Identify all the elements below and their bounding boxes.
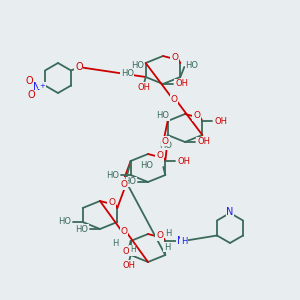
Text: HO: HO: [156, 112, 169, 121]
Text: OH: OH: [177, 157, 190, 166]
Text: OH: OH: [137, 82, 150, 91]
Text: H: H: [164, 242, 170, 251]
Text: O: O: [121, 227, 128, 236]
Text: O: O: [193, 111, 200, 120]
Text: O: O: [156, 151, 163, 160]
Text: O: O: [121, 180, 128, 189]
Text: HO: HO: [58, 218, 71, 226]
Text: N: N: [33, 82, 41, 92]
Text: O: O: [156, 231, 163, 240]
Text: N: N: [226, 207, 234, 217]
Text: O: O: [27, 91, 35, 100]
Text: H: H: [130, 245, 136, 254]
Text: O: O: [162, 136, 169, 146]
Text: H: H: [181, 236, 188, 245]
Text: N: N: [177, 236, 184, 246]
Text: HO: HO: [106, 170, 119, 179]
Text: HO: HO: [75, 224, 88, 233]
Text: OH: OH: [214, 116, 227, 125]
Text: HO: HO: [140, 160, 153, 169]
Text: OH: OH: [122, 247, 135, 256]
Text: HO: HO: [123, 178, 136, 187]
Text: +: +: [39, 82, 45, 88]
Text: O: O: [108, 198, 115, 207]
Text: O: O: [75, 62, 83, 73]
Text: H: H: [165, 229, 172, 238]
Text: O: O: [170, 94, 178, 103]
Text: O: O: [25, 76, 33, 86]
Text: OH: OH: [175, 80, 188, 88]
Text: HO: HO: [159, 140, 172, 149]
Text: OH: OH: [122, 260, 135, 269]
Text: OH: OH: [197, 137, 210, 146]
Text: H: H: [112, 239, 119, 248]
Text: O: O: [171, 53, 178, 62]
Text: HO: HO: [185, 61, 198, 70]
Text: HO: HO: [121, 70, 134, 79]
Text: HO: HO: [131, 61, 144, 70]
